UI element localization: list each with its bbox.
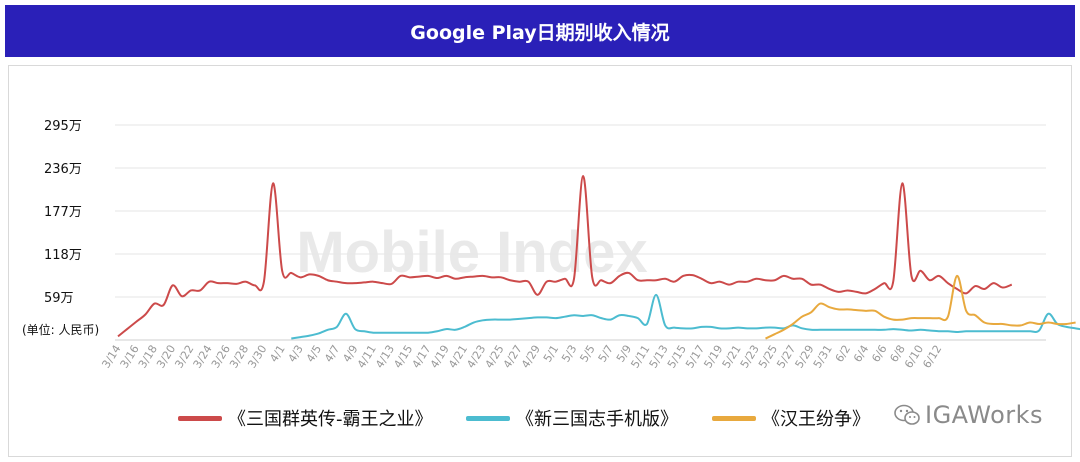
x-tick-label: 5/11 — [628, 343, 652, 371]
y-axis-ticks: 59万 118万 177万 236万 295万 — [44, 119, 82, 306]
watermark-text: Mobile Index — [296, 220, 647, 285]
x-tick-label: 4/3 — [286, 343, 306, 365]
y-tick-label: 59万 — [44, 291, 74, 306]
x-tick-label: 4/15 — [391, 343, 415, 371]
x-tick-label: 5/27 — [774, 343, 798, 371]
legend: 《三国群英传-霸王之业》 《新三国志手机版》 《汉王纷争》 — [0, 404, 1080, 432]
x-tick-label: 5/15 — [665, 343, 689, 371]
x-tick-label: 5/21 — [720, 343, 744, 371]
logo-text: IGAWorks — [925, 401, 1044, 429]
x-tick-label: 6/12 — [920, 343, 944, 371]
x-tick-label: 4/29 — [519, 343, 543, 371]
x-tick-label: 3/16 — [118, 343, 142, 371]
legend-swatch-series-2 — [466, 415, 510, 421]
legend-swatch-series-3 — [712, 415, 756, 421]
x-tick-label: 3/22 — [172, 343, 196, 371]
x-axis: 3/143/163/183/203/223/243/263/283/304/14… — [99, 343, 944, 371]
x-tick-label: 5/23 — [738, 343, 762, 371]
x-tick-label: 5/1 — [541, 343, 561, 365]
legend-swatch-series-1 — [178, 415, 222, 421]
x-tick-label: 5/17 — [683, 343, 707, 371]
x-tick-label: 6/2 — [833, 343, 853, 365]
legend-label-series-3: 《汉王纷争》 — [762, 409, 870, 430]
wechat-icon — [894, 404, 920, 425]
x-tick-label: 4/17 — [410, 343, 434, 371]
x-tick-label: 5/29 — [793, 343, 817, 371]
y-tick-label: 236万 — [44, 162, 82, 177]
x-tick-label: 4/23 — [464, 343, 488, 371]
legend-item-series-2: 《新三国志手机版》 — [466, 404, 678, 432]
series-line-1 — [117, 175, 1013, 338]
x-tick-label: 3/20 — [154, 343, 178, 371]
x-tick-label: 3/14 — [99, 343, 123, 371]
x-tick-label: 4/7 — [322, 343, 342, 365]
x-tick-label: 3/28 — [227, 343, 251, 371]
legend-label-series-1: 《三国群英传-霸王之业》 — [228, 409, 433, 430]
y-tick-label: 295万 — [44, 119, 82, 134]
series-line-2 — [291, 293, 1080, 340]
legend-item-series-1: 《三国群英传-霸王之业》 — [178, 404, 433, 432]
series-line-3 — [765, 274, 1076, 340]
y-tick-label: 177万 — [44, 205, 82, 220]
legend-item-series-3: 《汉王纷争》 — [712, 404, 870, 432]
x-tick-label: 4/13 — [373, 343, 397, 371]
x-tick-label: 5/5 — [577, 343, 597, 365]
x-tick-label: 5/13 — [647, 343, 671, 371]
legend-label-series-2: 《新三国志手机版》 — [516, 409, 678, 430]
igaworks-logo: IGAWorks — [893, 401, 1043, 429]
chart-header-bar: Google Play日期别收入情况 — [5, 5, 1075, 57]
y-tick-label: 118万 — [44, 248, 82, 263]
x-tick-label: 3/30 — [245, 343, 269, 371]
x-tick-label: 4/19 — [428, 343, 452, 371]
x-tick-label: 4/27 — [501, 343, 525, 371]
x-tick-label: 3/18 — [136, 343, 160, 371]
x-tick-label: 5/7 — [596, 343, 616, 365]
x-tick-label: 6/4 — [851, 343, 871, 365]
chart-title: Google Play日期别收入情况 — [410, 21, 670, 44]
x-tick-label: 4/1 — [267, 343, 287, 365]
x-tick-label: 5/3 — [559, 343, 579, 365]
x-tick-label: 6/6 — [869, 343, 889, 365]
x-tick-label: 6/10 — [902, 343, 926, 371]
x-tick-label: 3/24 — [191, 343, 215, 371]
unit-label: (单位: 人民币) — [22, 322, 99, 337]
x-tick-label: 4/5 — [304, 343, 324, 365]
x-tick-label: 4/21 — [446, 343, 470, 371]
x-tick-label: 4/25 — [482, 343, 506, 371]
x-tick-label: 5/31 — [811, 343, 835, 371]
x-tick-label: 5/25 — [756, 343, 780, 371]
series-lines — [117, 175, 1080, 340]
x-tick-label: 3/26 — [209, 343, 233, 371]
x-tick-label: 4/11 — [355, 343, 379, 371]
x-tick-label: 5/19 — [701, 343, 725, 371]
